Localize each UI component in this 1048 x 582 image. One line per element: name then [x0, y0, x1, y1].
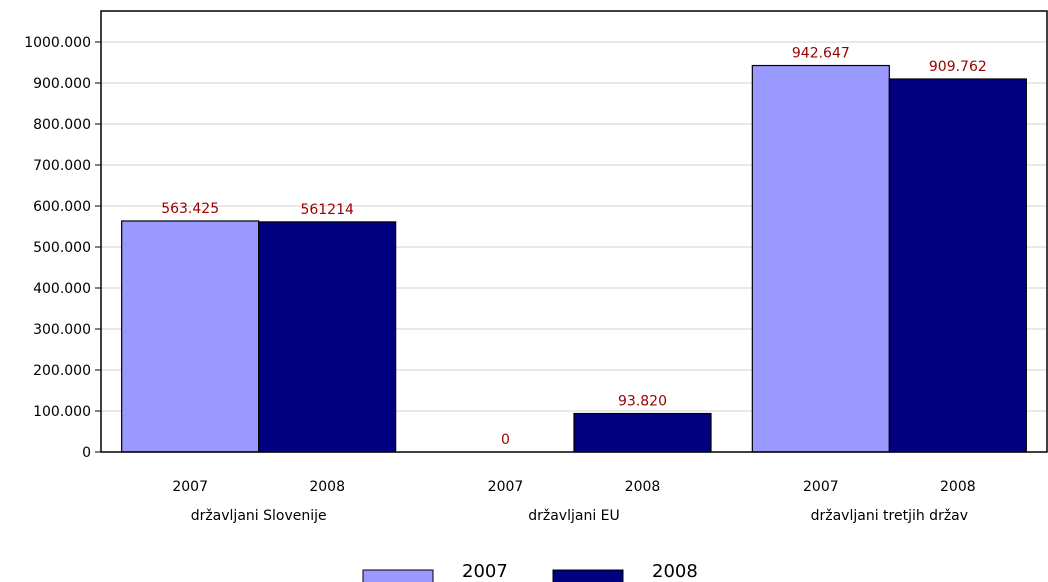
x-category-label: državljani tretjih držav [811, 508, 968, 524]
y-tick-label: 100.000 [33, 404, 91, 420]
bars [121, 64, 1027, 453]
x-sub-label: 2008 [309, 479, 345, 495]
data-label: 942.647 [792, 46, 850, 62]
data-label: 563.425 [161, 201, 219, 217]
data-labels: 563.425 561214 0 93.820 942.647 909.762 [161, 46, 987, 448]
y-tick-label: 200.000 [33, 363, 91, 379]
data-label: 909.762 [929, 59, 987, 75]
legend: 2007 2008 [362, 561, 698, 582]
bar [888, 78, 1027, 453]
y-tick-label: 1000.000 [24, 35, 91, 51]
legend-label: 2008 [652, 561, 698, 582]
data-label: 93.820 [618, 394, 667, 410]
x-category-label: državljani Slovenije [191, 508, 327, 524]
bar [258, 221, 397, 453]
y-tick-label: 800.000 [33, 117, 91, 133]
y-axis: 0 100.000 200.000 300.000 400.000 500.000 600.… [24, 35, 101, 461]
x-category-label: državljani EU [528, 508, 620, 524]
data-label: 561214 [300, 202, 354, 218]
x-sub-label: 2007 [488, 479, 524, 495]
x-sub-label: 2008 [625, 479, 661, 495]
plot-frame [100, 10, 1048, 453]
x-sub-label: 2007 [172, 479, 208, 495]
y-tick-label: 900.000 [33, 76, 91, 92]
legend-swatch [552, 569, 624, 582]
x-axis: 2007 2008 državljani Slovenije 2007 2008 drža… [172, 479, 975, 524]
data-label: 0 [501, 432, 510, 448]
legend-label: 2007 [462, 561, 508, 582]
y-tick-label: 0 [82, 445, 91, 461]
x-sub-label: 2008 [940, 479, 976, 495]
y-tick-label: 300.000 [33, 322, 91, 338]
x-sub-label: 2007 [803, 479, 839, 495]
y-tick-label: 500.000 [33, 240, 91, 256]
y-tick-label: 600.000 [33, 199, 91, 215]
bar [751, 64, 890, 453]
legend-swatch [362, 569, 434, 582]
y-tick-label: 700.000 [33, 158, 91, 174]
bar [121, 220, 260, 453]
y-tick-label: 400.000 [33, 281, 91, 297]
bar [573, 412, 712, 453]
